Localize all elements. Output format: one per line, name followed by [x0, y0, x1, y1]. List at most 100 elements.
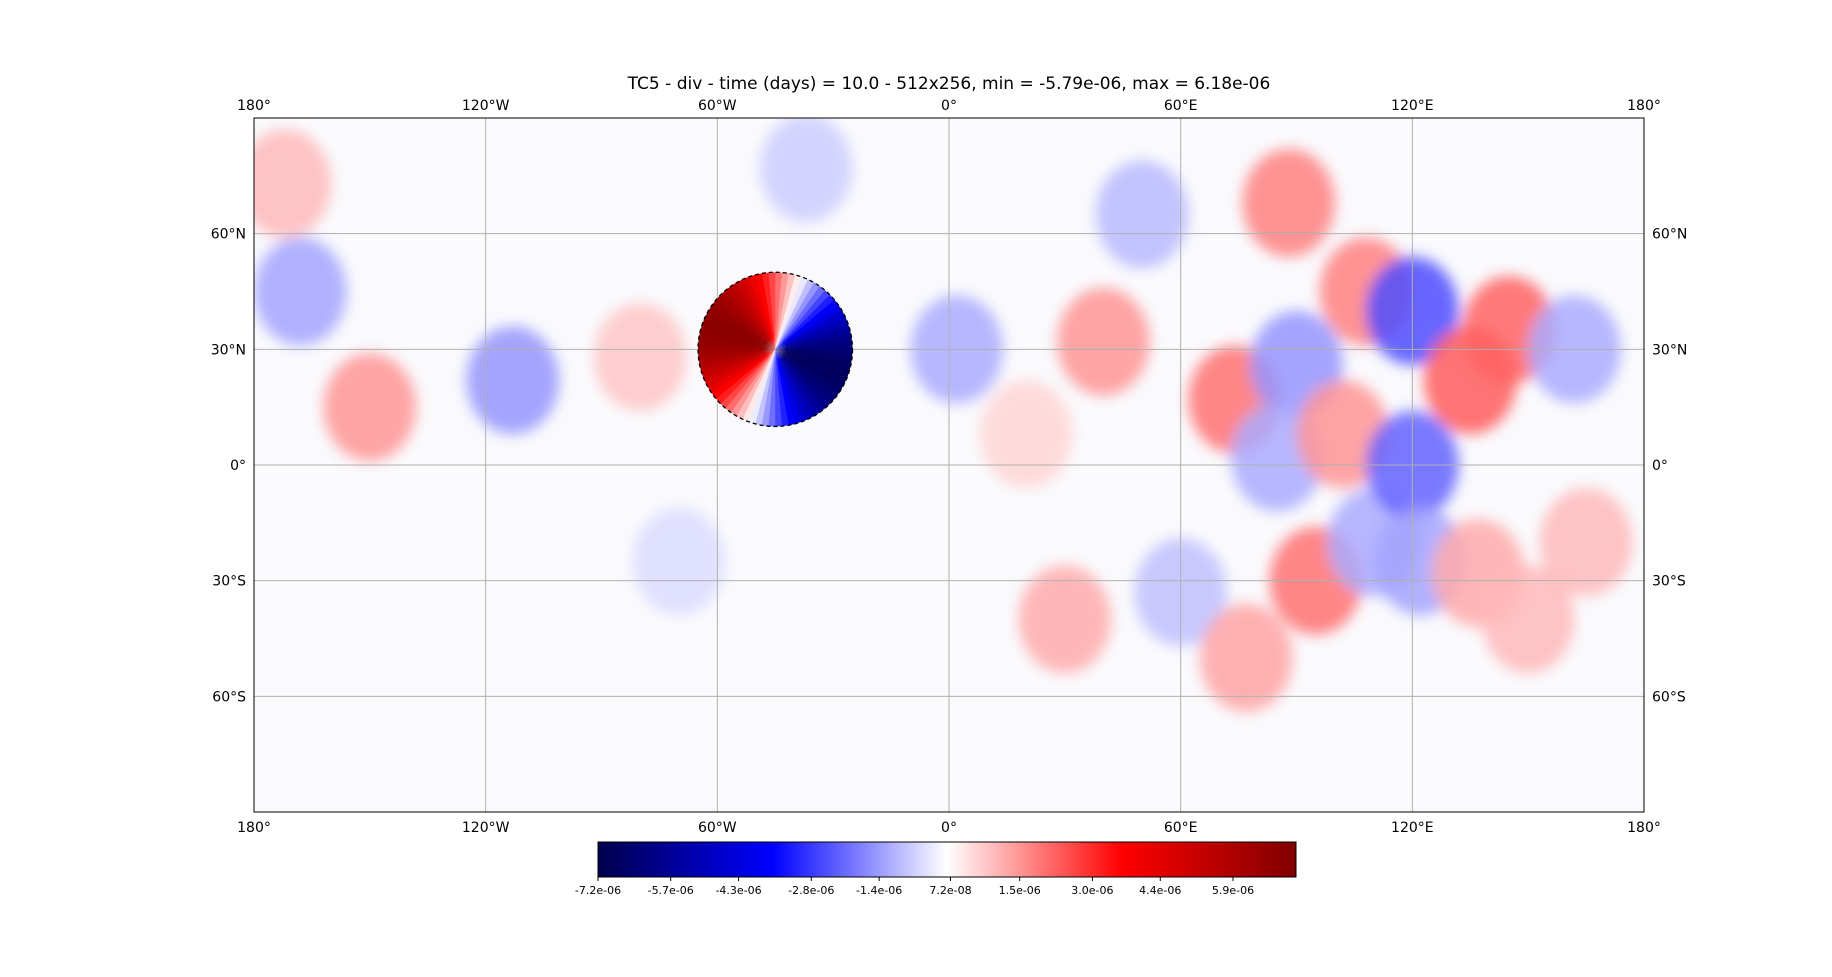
- lon-tick-label-top: 60°E: [1164, 98, 1198, 114]
- lat-tick-label-left: 30°S: [212, 574, 246, 590]
- mountain-dipole-wedge: [748, 274, 776, 350]
- lat-tick-label-right: 30°N: [1652, 342, 1687, 358]
- mountain-outline: [697, 271, 854, 428]
- mountain-dipole-wedge: [711, 299, 776, 350]
- mountain-dipole-wedge: [708, 304, 776, 350]
- field-feature: [1539, 488, 1633, 597]
- field-feature: [254, 129, 332, 238]
- mountain-dipole-wedge: [707, 349, 776, 394]
- mountain-dipole-wedge: [725, 285, 776, 350]
- mountain-dipole-wedge: [775, 349, 814, 420]
- mountain-dipole-wedge: [768, 272, 777, 350]
- lon-tick-label-top: 180°: [1627, 98, 1661, 114]
- mountain-dipole-wedge: [775, 349, 830, 409]
- colorbar-tick-label: -2.8e-06: [788, 884, 834, 897]
- field-feature: [593, 303, 687, 412]
- mountain-dipole-wedge: [775, 286, 826, 350]
- lat-tick-label-right: 60°N: [1652, 227, 1687, 243]
- mountain-dipole-wedge: [775, 322, 851, 350]
- mountain-dipole-wedge: [748, 349, 776, 424]
- mountain-dipole-wedge: [775, 349, 820, 417]
- field-feature: [1018, 565, 1112, 674]
- mountain-dipole-wedge: [711, 349, 776, 399]
- chart-title: TC5 - div - time (days) = 10.0 - 512x256…: [627, 74, 1271, 94]
- mountain-dipole-wedge: [755, 273, 776, 350]
- field-feature: [1296, 380, 1390, 489]
- lat-tick-label-left: 30°N: [211, 342, 246, 358]
- mountain-dipole-wedge: [775, 279, 815, 350]
- colorbar: -7.2e-06 -5.7e-06 -4.3e-06 -2.8e-06 -1.4e-06…: [575, 841, 1297, 897]
- gridlines: [254, 118, 1644, 812]
- map-frame: [253, 117, 1645, 813]
- mountain-dipole-wedge: [725, 349, 776, 413]
- mountain-dipole-wedge: [775, 349, 789, 427]
- mountain-dipole-wedge: [736, 279, 776, 350]
- lat-tick-label-left: 60°N: [211, 227, 246, 243]
- colorbar-tick-label: 7.2e-08: [929, 884, 971, 897]
- lon-ticks-bottom: 180° 120°W 60°W 0° 60°E 120°E 180°: [237, 820, 1661, 836]
- field-feature: [254, 237, 347, 346]
- colorbar-tick-label: 3.0e-06: [1071, 884, 1113, 897]
- colorbar-tick-label: -1.4e-06: [856, 884, 902, 897]
- mountain-dipole-wedge: [775, 349, 808, 423]
- field-feature: [759, 118, 853, 223]
- mountain-dipole-wedge: [775, 349, 825, 413]
- lat-tick-label-left: 60°S: [212, 689, 246, 705]
- mountain-dipole-wedge: [698, 348, 776, 357]
- mountain-dipole-wedge: [700, 349, 776, 376]
- colorbar-tick-label: 4.4e-06: [1139, 884, 1181, 897]
- mountain-dipole-wedge: [775, 294, 835, 350]
- lon-tick-label-bottom: 180°: [1627, 820, 1661, 836]
- colorbar-tick-label: -7.2e-06: [575, 884, 621, 897]
- mountain-dipole-wedge: [775, 329, 852, 350]
- lon-tick-label-bottom: 180°: [237, 820, 271, 836]
- mountain-dipole-wedge: [775, 305, 843, 350]
- lon-tick-label-bottom: 60°E: [1164, 820, 1198, 836]
- mountain-dipole-wedge: [761, 272, 776, 350]
- mountain-dipole-wedge: [730, 349, 776, 417]
- lat-ticks-left: 60°N 30°N 0° 30°S 60°S: [211, 227, 246, 706]
- mountain-dipole-wedge: [775, 282, 821, 350]
- lon-tick-label-top: 120°E: [1391, 98, 1434, 114]
- mountain-circle: [697, 271, 854, 428]
- field-feature: [1057, 287, 1150, 396]
- lon-tick-label-bottom: 0°: [941, 820, 957, 836]
- mountain-dipole-wedge: [720, 289, 776, 350]
- mountain-dipole-wedge: [775, 349, 848, 383]
- colorbar-gradient: [597, 841, 1297, 878]
- map-area: [253, 117, 1645, 813]
- mountain-dipole-wedge: [702, 316, 776, 350]
- lon-tick-label-top: 180°: [237, 98, 271, 114]
- mountain-dipole-wedge: [775, 335, 853, 350]
- mountain-dipole-wedge: [699, 349, 776, 370]
- mountain-dipole-wedge: [704, 349, 776, 388]
- mountain-dipole-wedge: [735, 349, 776, 420]
- lon-ticks-top: 180° 120°W 60°W 0° 60°E 120°E 180°: [237, 98, 1661, 114]
- lat-tick-label-left: 0°: [230, 458, 246, 474]
- mountain-dipole-wedge: [775, 274, 803, 350]
- mountain-dipole-wedge: [741, 349, 776, 422]
- mountain-center-fade: [763, 337, 787, 361]
- lat-tick-label-right: 0°: [1652, 458, 1668, 474]
- mountain-dipole-wedge: [775, 349, 839, 400]
- mountain-dipole-wedge: [730, 282, 776, 350]
- mountain-dipole-wedge: [775, 290, 831, 350]
- mountain-dipole-wedge: [775, 349, 796, 426]
- field-feature: [1242, 148, 1336, 257]
- mountain-dipole-wedge: [720, 349, 776, 409]
- mountain-dipole-wedge: [700, 322, 776, 350]
- mountain-dipole-wedge: [775, 349, 802, 425]
- colorbar-tick-label: -5.7e-06: [648, 884, 694, 897]
- lat-ticks-right: 60°N 30°N 0° 30°S 60°S: [1652, 227, 1687, 706]
- mountain-dipole-wedge: [715, 349, 776, 404]
- lon-tick-label-top: 0°: [941, 98, 957, 114]
- lon-tick-label-top: 60°W: [698, 98, 737, 114]
- mountain-dipole-wedge: [775, 342, 853, 351]
- mountain-dipole-wedge: [775, 316, 849, 350]
- lon-tick-label-top: 120°W: [462, 98, 510, 114]
- mountain-dipole-wedge: [742, 276, 776, 350]
- colorbar-tick-label: -4.3e-06: [715, 884, 761, 897]
- field-feature: [1095, 160, 1189, 269]
- mountain-dipole-wedge: [705, 310, 776, 350]
